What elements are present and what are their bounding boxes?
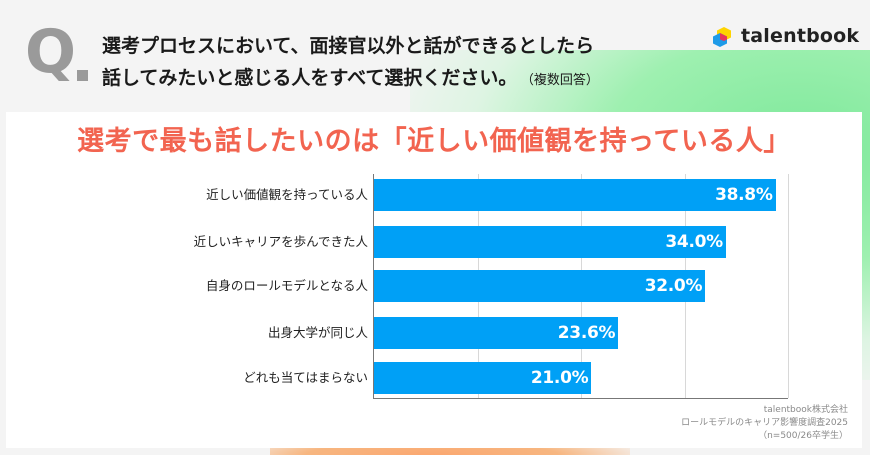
category-label: 近しい価値観を持っている人 [206,187,368,202]
source-sample: （n=500/26卒学生） [758,431,848,441]
bar-value-label: 23.6% [557,323,616,343]
question-text: 選考プロセスにおいて、面接官以外と話ができるとしたら 話してみたいと感じる人をす… [102,30,599,97]
talentbook-logo: talentbook [711,24,859,48]
question-note: （複数回答） [527,73,599,88]
bar: 32.0% [374,270,706,302]
bar-value-label: 34.0% [665,232,723,252]
header: Q 選考プロセスにおいて、面接官以外と話ができるとしたら 話してみたいと感じる人… [0,0,870,112]
category-label: 近しいキャリアを歩んできた人 [193,234,368,249]
category-label: 出身大学が同じ人 [267,325,368,340]
q-dot [77,70,88,81]
chart-card: 選考で最も話したいのは「近しい価値観を持っている人」 近しい価値観を持っている人… [6,112,862,448]
category-labels: 近しい価値観を持っている人近しいキャリアを歩んできた人自身のロールモデルとなる人… [16,174,368,399]
bar: 21.0% [374,362,592,394]
talentbook-hexagon-icon [713,27,731,47]
bar-value-label: 32.0% [644,276,703,296]
bar-value-label: 21.0% [530,368,589,388]
chart-title: 選考で最も話したいのは「近しい価値観を持っている人」 [77,126,791,157]
source-survey: ロールモデルのキャリア影響度調査2025 [681,418,848,428]
gridline-40 [788,174,789,398]
bar-value-label: 38.8% [715,185,773,205]
source-note: talentbook株式会社 ロールモデルのキャリア影響度調査2025 （n=5… [681,404,848,443]
bar: 34.0% [374,226,726,258]
bar: 23.6% [374,317,619,349]
question-line-1: 選考プロセスにおいて、面接官以外と話ができるとしたら [102,35,595,57]
logo-text: talentbook [741,25,860,47]
plot-area: 38.8% 34.0% 32.0% 23.6% 21.0% [373,174,789,399]
bar: 38.8% [374,179,776,211]
category-label: 自身のロールモデルとなる人 [205,278,368,293]
q-mark: Q [25,17,76,87]
question-line-2: 話してみたいと感じる人をすべて選択ください。 （複数回答） [102,62,599,97]
question-line-2-text: 話してみたいと感じる人をすべて選択ください。 [102,67,518,89]
category-label: どれも当てはまらない [243,370,368,385]
source-company: talentbook株式会社 [763,405,848,415]
